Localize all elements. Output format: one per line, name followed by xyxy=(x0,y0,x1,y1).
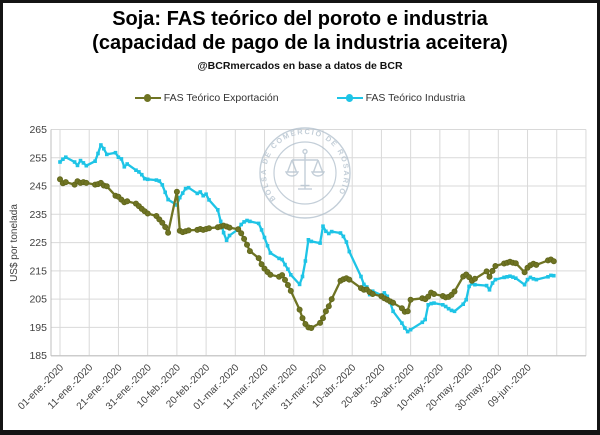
svg-text:195: 195 xyxy=(29,322,47,334)
series-fas-teorico-industria-markers xyxy=(58,143,556,334)
bcr-watermark-logo-icon: BOLSA DE COMERCIO DE ROSARIO xyxy=(259,127,351,219)
y-axis-title: US$ por tonelada xyxy=(9,204,20,282)
legend-label-exportacion: FAS Teórico Exportación xyxy=(163,92,279,104)
legend-label-industria: FAS Teórico Industria xyxy=(365,92,466,104)
legend: FAS Teórico Exportación FAS Teórico Indu… xyxy=(3,92,597,104)
legend-line-dot-icon xyxy=(336,94,363,102)
series-fas-teorico-exportacion-markers xyxy=(57,176,557,331)
chart-title-line1: Soja: FAS teórico del poroto e industria xyxy=(112,8,488,30)
svg-text:265: 265 xyxy=(29,124,47,136)
legend-line-dot-icon xyxy=(134,94,161,102)
chart-title-line2: (capacidad de pago de la industria aceit… xyxy=(92,32,508,54)
legend-item-industria: FAS Teórico Industria xyxy=(336,92,466,104)
series-fas-teorico-exportacion xyxy=(57,176,557,331)
svg-text:255: 255 xyxy=(29,152,47,164)
axis-lines xyxy=(50,129,586,357)
svg-text:205: 205 xyxy=(29,294,47,306)
x-axis-tick-labels: 01-ene.-202011-ene.-202021-ene.-202031-e… xyxy=(16,362,534,413)
legend-item-exportacion: FAS Teórico Exportación xyxy=(134,92,279,104)
series-fas-teorico-industria xyxy=(58,143,556,334)
svg-text:185: 185 xyxy=(29,350,47,362)
y-axis-tick-labels: 265 255 245 235 225 215 205 195 185 xyxy=(29,124,47,362)
svg-text:215: 215 xyxy=(29,265,47,277)
svg-text:245: 245 xyxy=(29,181,47,193)
scales-icon xyxy=(284,148,326,190)
svg-text:235: 235 xyxy=(29,209,47,221)
chart-subtitle: @BCRmercados en base a datos de BCR xyxy=(197,60,403,72)
svg-text:225: 225 xyxy=(29,237,47,249)
chart-canvas: 265 255 245 235 225 215 205 195 18501-ene.-20201… xyxy=(9,124,587,413)
